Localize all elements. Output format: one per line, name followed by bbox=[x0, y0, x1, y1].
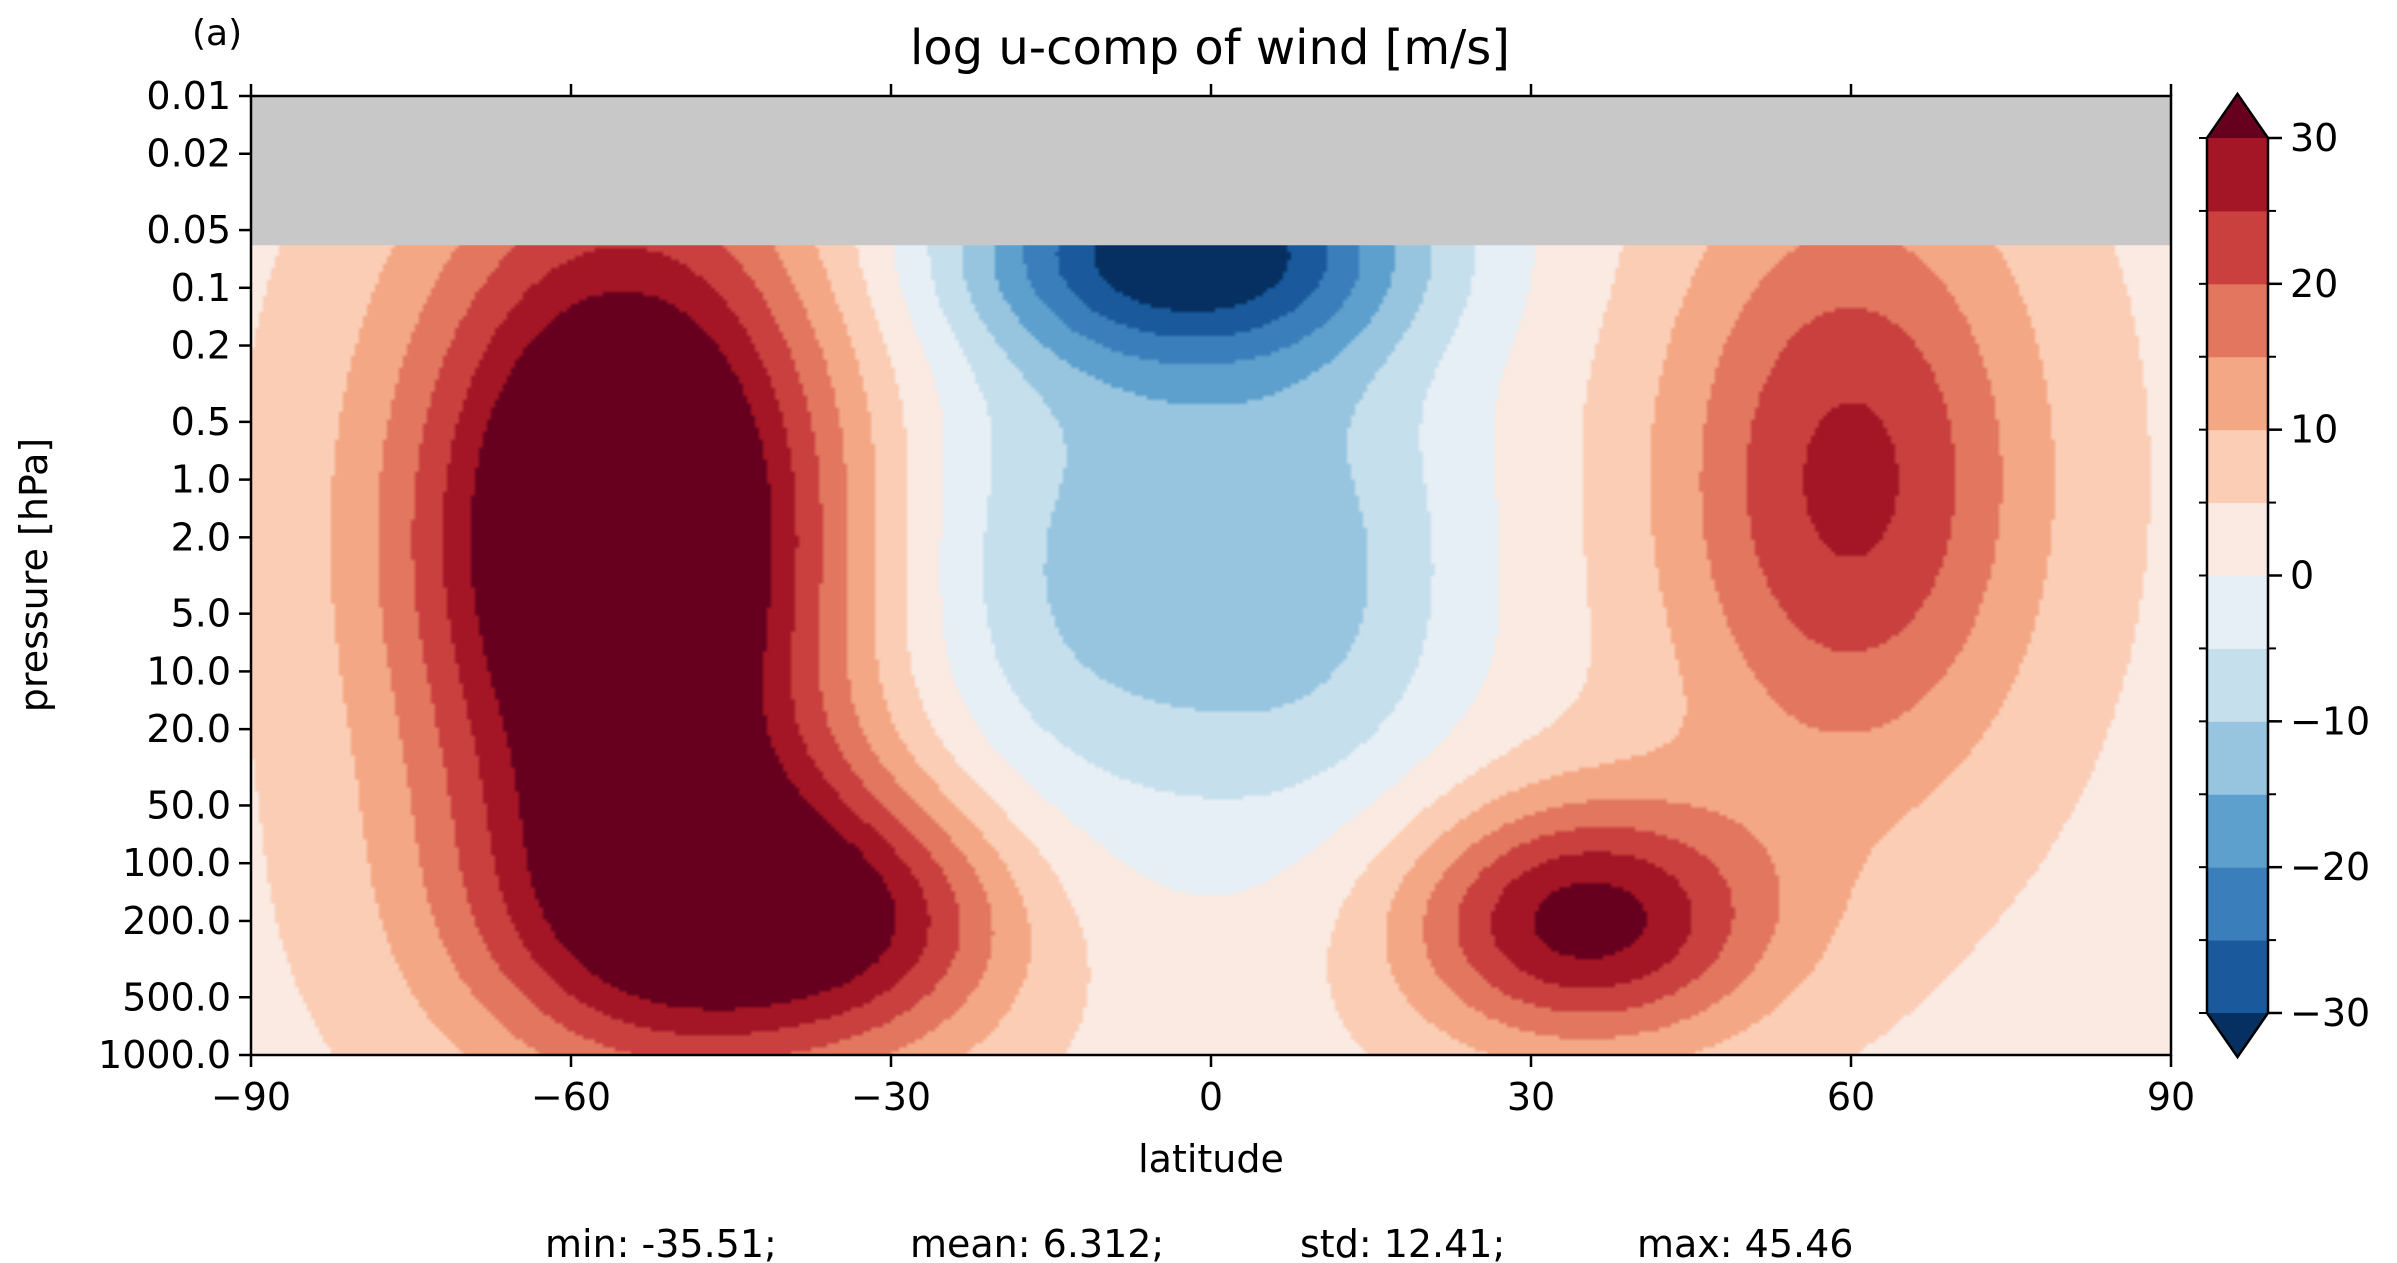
y-tick-label: 0.02 bbox=[146, 132, 231, 176]
y-tick-label: 5.0 bbox=[171, 592, 231, 636]
y-axis: 0.01 0.02 0.05 0.1 0.2 0.5 1.0 2.0 5.0 10.0 20.0 50… bbox=[98, 74, 251, 1077]
colorbar-tick-label: 20 bbox=[2290, 262, 2338, 306]
colorbar-segment bbox=[2207, 356, 2268, 431]
stats-line: min: -35.51; mean: 6.312; std: 12.41; ma… bbox=[545, 1222, 1853, 1263]
y-axis-label: pressure [hPa] bbox=[12, 438, 56, 712]
stat-mean: mean: 6.312; bbox=[910, 1222, 1164, 1263]
colorbar-segment bbox=[2207, 429, 2268, 504]
colorbar-tick-label: 30 bbox=[2290, 116, 2338, 160]
colorbar-tick-label: 10 bbox=[2290, 408, 2338, 452]
stat-max: max: 45.46 bbox=[1637, 1222, 1853, 1263]
y-tick-label: 20.0 bbox=[146, 707, 231, 751]
colorbar-segment bbox=[2207, 794, 2268, 868]
x-tick-label: 30 bbox=[1507, 1075, 1555, 1119]
colorbar-segment bbox=[2207, 648, 2268, 722]
y-tick-label: 50.0 bbox=[146, 783, 231, 827]
y-tick-label: 2.0 bbox=[171, 515, 231, 559]
y-tick-label: 10.0 bbox=[146, 649, 231, 693]
stat-min: min: -35.51; bbox=[545, 1222, 777, 1263]
colorbar-extend-min bbox=[2207, 1013, 2268, 1057]
stat-std: std: 12.41; bbox=[1300, 1222, 1505, 1263]
x-tick-label: 60 bbox=[1827, 1075, 1875, 1119]
colorbar-segment bbox=[2207, 138, 2268, 212]
y-tick-label: 0.5 bbox=[171, 400, 231, 444]
plot-area bbox=[249, 94, 2173, 1057]
colorbar: −30 −20 −10 0 10 20 30 bbox=[2199, 91, 2370, 1060]
y-tick-label: 0.01 bbox=[146, 74, 231, 118]
colorbar-tick-label: 0 bbox=[2290, 554, 2314, 598]
colorbar-tick-label: −30 bbox=[2290, 991, 2370, 1035]
colorbar-segment bbox=[2207, 283, 2268, 358]
colorbar-segment bbox=[2207, 210, 2268, 285]
colorbar-tick-label: −10 bbox=[2290, 699, 2370, 743]
masked-region bbox=[251, 96, 2171, 246]
y-tick-label: 0.1 bbox=[171, 266, 231, 310]
chart-title: log u-comp of wind [m/s] bbox=[910, 20, 1510, 76]
colorbar-segment bbox=[2207, 575, 2268, 649]
y-tick-label: 0.2 bbox=[171, 324, 231, 368]
y-tick-label: 500.0 bbox=[122, 975, 231, 1019]
y-tick-label: 200.0 bbox=[122, 899, 231, 943]
y-tick-label: 1.0 bbox=[171, 458, 231, 502]
x-axis-label: latitude bbox=[1138, 1137, 1284, 1181]
y-tick-label: 1000.0 bbox=[98, 1033, 231, 1077]
colorbar-segment bbox=[2207, 721, 2268, 795]
colorbar-segment bbox=[2207, 940, 2268, 1014]
colorbar-extend-max bbox=[2207, 94, 2268, 138]
x-tick-label: −30 bbox=[851, 1075, 931, 1119]
colorbar-tick-label: −20 bbox=[2290, 845, 2370, 889]
colorbar-segment bbox=[2207, 502, 2268, 576]
x-tick-label: −60 bbox=[531, 1075, 611, 1119]
panel-label: (a) bbox=[192, 13, 242, 54]
x-axis: −90 −60 −30 0 30 60 90 bbox=[211, 84, 2195, 1119]
y-tick-label: 100.0 bbox=[122, 841, 231, 885]
contour-field bbox=[251, 96, 2171, 1055]
colorbar-segment bbox=[2207, 867, 2268, 941]
y-tick-label: 0.05 bbox=[146, 208, 231, 252]
x-tick-label: 0 bbox=[1199, 1075, 1223, 1119]
x-tick-label: −90 bbox=[211, 1075, 291, 1119]
x-tick-label: 90 bbox=[2147, 1075, 2195, 1119]
